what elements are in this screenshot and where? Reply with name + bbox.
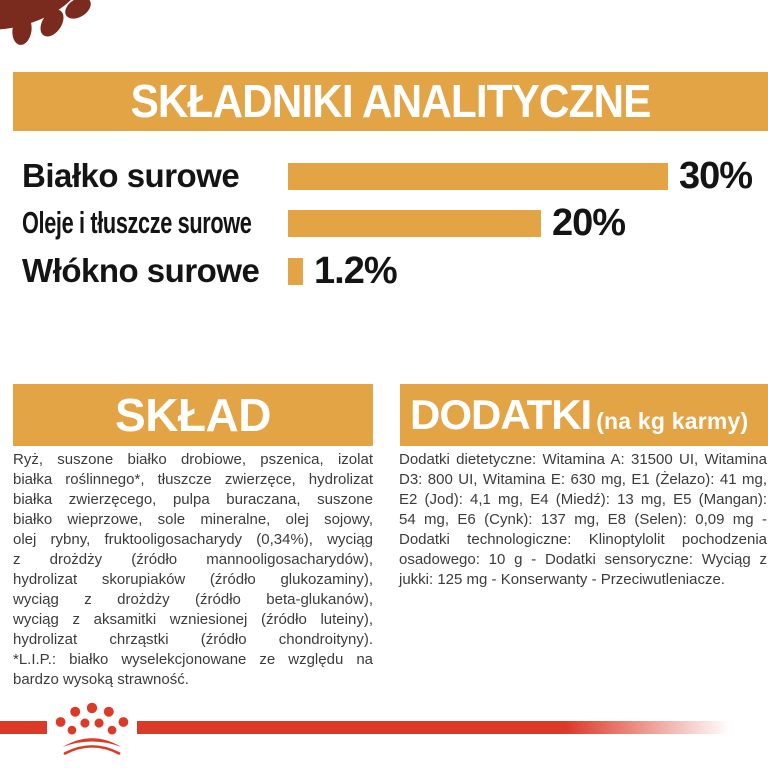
bar-label: Oleje i tłuszcze surowe (22, 205, 252, 240)
analytical-components-banner: SKŁADNIKI ANALITYCZNE (13, 72, 768, 131)
section-title-analytical: SKŁADNIKI ANALITYCZNE (130, 75, 652, 127)
text-line: białka zwierzęcego, pulpa buraczana, sus… (13, 491, 373, 508)
bar (288, 257, 303, 285)
section-title-additives: DODATKI (410, 391, 592, 438)
composition-text: Ryż, suszone białko drobiowe, pszenica, … (13, 450, 373, 690)
text-line: bardzo wysoką strawność. (13, 671, 189, 688)
text-line: Dodatki dietetyczne: Witamina A: 31500 U… (399, 451, 767, 468)
text-line: jukki: 125 mg - Konserwanty - Przeciwutl… (399, 571, 725, 588)
text-line: D3: 800 UI, Witamina E: 630 mg, E1 (Żela… (399, 471, 767, 488)
text-line: hydrolizat skorupiaków (źródło glukozami… (13, 571, 373, 588)
bar-value: 30% (679, 154, 753, 197)
analytic-row-fat: Oleje i tłuszcze surowe 20% (22, 201, 626, 244)
text-line: Dodatki technologiczne: Klinoptylolit po… (399, 531, 767, 548)
bar-label: Włókno surowe (22, 252, 260, 289)
text-line: E2 (Jod): 4,1 mg, E4 (Miedź): 13 mg, E5 … (399, 491, 767, 508)
analytic-row-fiber: Włókno surowe 1.2% (22, 249, 398, 292)
text-line: olej rybny, fruktooligosacharydy (0,34%)… (13, 531, 373, 548)
bar-value: 20% (552, 201, 626, 244)
text-line: wyciąg z aksamitki wzniesionej (źródło l… (13, 611, 373, 628)
text-line: 54 mg, E6 (Cynk): 137 mg, E8 (Selen): 0,… (399, 511, 767, 528)
text-line: *L.I.P.: białko wyselekcjonowane ze wzgl… (13, 651, 373, 668)
composition-banner: SKŁAD (13, 384, 373, 446)
bar-label: Białko surowe (22, 157, 240, 194)
bar (288, 209, 541, 237)
section-subtitle-additives: (na kg karmy) (596, 408, 749, 434)
section-title-composition: SKŁAD (115, 389, 271, 441)
text-line: osadowego: 10 g - Dodatki sensoryczne: W… (399, 551, 767, 568)
additives-text: Dodatki dietetyczne: Witamina A: 31500 U… (399, 450, 767, 590)
analytic-row-protein: Białko surowe 30% (22, 154, 753, 197)
text-line: Ryż, suszone białko drobiowe, pszenica, … (13, 451, 373, 468)
text-line: wyciąg z drożdży (źródło beta-glukanów), (13, 591, 373, 608)
bar-value: 1.2% (314, 249, 398, 292)
brand-band-left (0, 721, 47, 734)
text-line: białka roślinnego*, tłuszcze zwierzęce, … (13, 471, 373, 488)
brand-band-right (137, 721, 768, 734)
bar (288, 162, 668, 190)
text-line: z drożdży (źródło mannooligosacharydów), (13, 551, 373, 568)
text-line: hydrolizat chrząstki (źródło chondroityn… (13, 631, 373, 648)
text-line: białko wieprzowe, sole mineralne, olej s… (13, 511, 373, 528)
paw-print-icon (0, 0, 91, 45)
royal-canin-crown-icon (55, 702, 129, 755)
additives-banner: DODATKI (na kg karmy) (400, 384, 768, 446)
